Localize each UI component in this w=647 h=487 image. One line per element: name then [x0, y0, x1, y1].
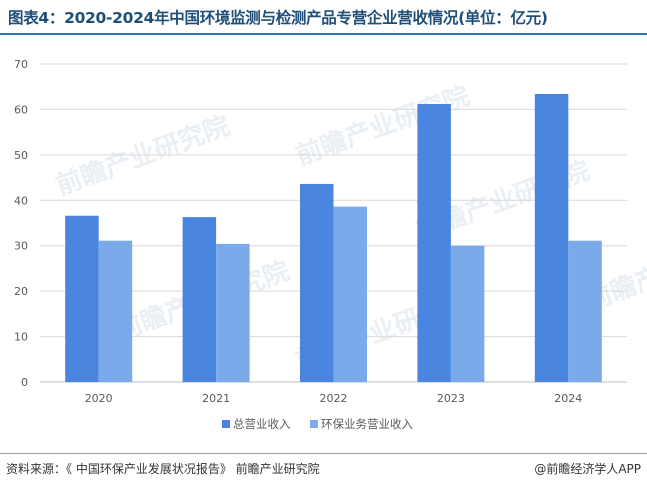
bar-total-revenue — [65, 215, 99, 382]
bar-env-revenue — [568, 240, 602, 382]
y-tick-label: 40 — [14, 194, 28, 207]
credit-note: @前瞻经济学人APP — [534, 462, 641, 476]
bars — [65, 93, 602, 383]
legend-swatch — [310, 420, 318, 428]
y-tick-label: 70 — [14, 58, 28, 71]
bar-total-revenue — [300, 183, 334, 382]
legend-label: 总营业收入 — [233, 417, 291, 431]
bar-env-revenue — [333, 206, 367, 382]
x-axis-ticks: 2020 2021 2022 2023 2024 — [85, 392, 583, 405]
x-tick-label: 2021 — [202, 392, 230, 405]
y-axis-ticks: 0 10 20 30 40 50 60 70 — [14, 58, 28, 389]
legend-label: 环保业务营业收入 — [321, 417, 413, 431]
bar-total-revenue — [534, 93, 569, 383]
chart-title: 图表4：2020-2024年中国环境监测与检测产品专营企业营收情况(单位：亿元) — [8, 9, 548, 27]
watermark-text: 前瞻产业研究院 — [52, 110, 234, 201]
legend: 总营业收入 环保业务营业收入 — [222, 417, 413, 431]
y-tick-label: 60 — [14, 103, 28, 116]
x-tick-label: 2023 — [437, 392, 465, 405]
y-tick-label: 20 — [14, 285, 28, 298]
legend-swatch — [222, 420, 230, 428]
x-tick-label: 2022 — [320, 392, 348, 405]
y-tick-label: 30 — [14, 240, 28, 253]
source-note: 资料来源：《 中国环保产业发展状况报告》 前瞻产业研究院 — [6, 462, 320, 476]
bar-chart: 前瞻产业研究院前瞻产业研究院前瞻产业研究院前瞻产业研究院前瞻产业研究院前瞻产业研… — [14, 58, 647, 431]
title-divider — [0, 33, 647, 35]
x-tick-label: 2024 — [554, 392, 582, 405]
y-tick-label: 10 — [14, 331, 28, 344]
y-tick-label: 0 — [21, 376, 28, 389]
x-tick-label: 2020 — [85, 392, 113, 405]
bar-env-revenue — [216, 243, 250, 382]
y-tick-label: 50 — [14, 149, 28, 162]
bar-env-revenue — [98, 240, 133, 382]
bar-total-revenue — [182, 217, 217, 382]
bar-total-revenue — [417, 103, 451, 382]
bar-env-revenue — [450, 245, 485, 382]
footer-divider — [0, 453, 647, 454]
